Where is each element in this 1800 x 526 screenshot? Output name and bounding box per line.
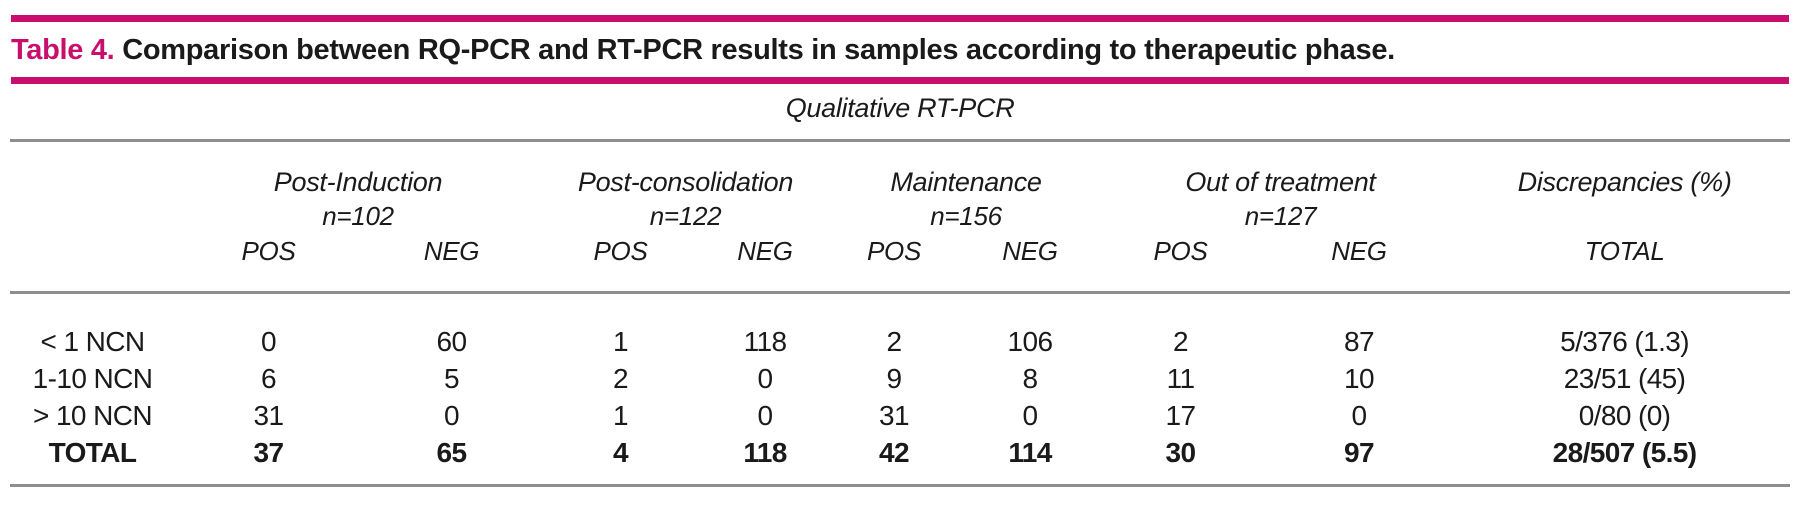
results-table: Qualitative RT-PCR Post-Induction Post-c… xyxy=(10,84,1791,487)
group-header-spacer xyxy=(10,141,175,199)
subheader-pos-post-consolidation: POS xyxy=(541,232,700,294)
data-cell: 1 xyxy=(613,400,629,431)
data-cell: 87 xyxy=(1344,326,1375,357)
data-cell: 31 xyxy=(879,400,910,431)
n-count-out-of-treatment: n=127 xyxy=(1244,201,1317,231)
subheader-neg-maintenance: NEG xyxy=(958,232,1102,294)
data-cell: 17 xyxy=(1165,400,1197,431)
row-label: > 10 NCN xyxy=(33,400,153,431)
data-cell: 31 xyxy=(253,400,285,431)
data-cell: 37 xyxy=(175,434,362,487)
table-row-gt10-ncn: > 10 NCN 31 0 1 0 31 0 17 0 0/80 (0) xyxy=(10,397,1790,434)
data-cell: 2 xyxy=(886,326,903,357)
group-header-maintenance: Maintenance xyxy=(890,167,1042,197)
data-cell: 0 xyxy=(1022,400,1039,431)
data-cell: 10 xyxy=(1344,363,1375,394)
group-header-post-induction: Post-Induction xyxy=(273,167,443,197)
row-label: TOTAL xyxy=(10,434,175,487)
data-cell: 118 xyxy=(743,326,787,357)
subheader-neg-post-induction: NEG xyxy=(362,232,541,294)
group-header-post-consolidation: Post-consolidation xyxy=(577,167,794,197)
span-header-row: Qualitative RT-PCR xyxy=(10,84,1791,142)
data-cell: 8 xyxy=(1022,363,1039,394)
table-title: Table 4. Comparison between RQ-PCR and R… xyxy=(11,34,1789,67)
n-count-row: n=102 n=122 n=156 n=127 xyxy=(10,198,1790,232)
table-row-lt1-ncn: < 1 NCN 0 60 1 118 2 106 2 87 5/376 (1.3… xyxy=(10,293,1790,361)
data-cell: 106 xyxy=(1007,326,1054,357)
n-count-spacer xyxy=(10,198,175,232)
accent-rule-top xyxy=(11,15,1789,22)
data-cell: 1 xyxy=(613,326,629,357)
subheader-total-discrepancies: TOTAL xyxy=(1459,232,1791,294)
subheader-neg-out-of-treatment: NEG xyxy=(1259,232,1459,294)
n-count-post-consolidation: n=122 xyxy=(649,201,722,231)
subheader-neg-post-consolidation: NEG xyxy=(700,232,830,294)
data-cell: 9 xyxy=(886,363,903,394)
data-cell: 60 xyxy=(436,326,468,357)
group-header-row: Post-Induction Post-consolidation Mainte… xyxy=(10,141,1790,199)
data-cell: 114 xyxy=(958,434,1102,487)
data-cell: 42 xyxy=(830,434,958,487)
data-cell: 28/507 (5.5) xyxy=(1459,434,1791,487)
accent-rule-under-title xyxy=(11,77,1789,84)
group-header-out-of-treatment: Out of treatment xyxy=(1185,167,1376,197)
data-cell: 0 xyxy=(444,400,460,431)
data-cell: 2 xyxy=(613,363,629,394)
data-cell: 97 xyxy=(1259,434,1459,487)
data-cell: 23/51 (45) xyxy=(1563,363,1686,394)
group-header-discrepancies: Discrepancies (%) xyxy=(1517,167,1732,197)
data-cell: 4 xyxy=(541,434,700,487)
table-row-1-10-ncn: 1-10 NCN 6 5 2 0 9 8 11 10 23/51 (45) xyxy=(10,360,1790,397)
row-label: < 1 NCN xyxy=(40,326,146,357)
row-label: 1-10 NCN xyxy=(32,363,153,394)
subheader-pos-maintenance: POS xyxy=(830,232,958,294)
data-cell: 30 xyxy=(1102,434,1259,487)
table-title-label: Table 4. xyxy=(11,34,115,66)
data-cell: 65 xyxy=(362,434,541,487)
data-cell: 0 xyxy=(1351,400,1368,431)
data-cell: 118 xyxy=(700,434,830,487)
table-title-text: Comparison between RQ-PCR and RT-PCR res… xyxy=(122,34,1395,66)
data-cell: 0/80 (0) xyxy=(1578,400,1671,431)
data-cell: 5 xyxy=(444,363,460,394)
pos-neg-header-row: POS NEG POS NEG POS NEG POS NEG TOTAL xyxy=(10,232,1791,294)
n-count-post-induction: n=102 xyxy=(322,201,394,231)
subheader-pos-out-of-treatment: POS xyxy=(1102,232,1259,294)
data-cell: 0 xyxy=(757,400,774,431)
data-cell: 2 xyxy=(1173,326,1189,357)
data-cell: 11 xyxy=(1166,363,1195,394)
data-cell: 6 xyxy=(261,363,277,394)
data-cell: 0 xyxy=(261,326,277,357)
subheader-pos-post-induction: POS xyxy=(175,232,362,294)
n-count-discrepancies xyxy=(1459,198,1790,232)
table-row-total: TOTAL 37 65 4 118 42 114 30 97 28/507 (5… xyxy=(10,434,1791,487)
n-count-maintenance: n=156 xyxy=(930,201,1002,231)
data-cell: 5/376 (1.3) xyxy=(1560,326,1689,357)
data-cell: 0 xyxy=(757,363,774,394)
qualitative-rtpcr-header: Qualitative RT-PCR xyxy=(10,84,1791,142)
pos-neg-spacer xyxy=(10,232,175,294)
